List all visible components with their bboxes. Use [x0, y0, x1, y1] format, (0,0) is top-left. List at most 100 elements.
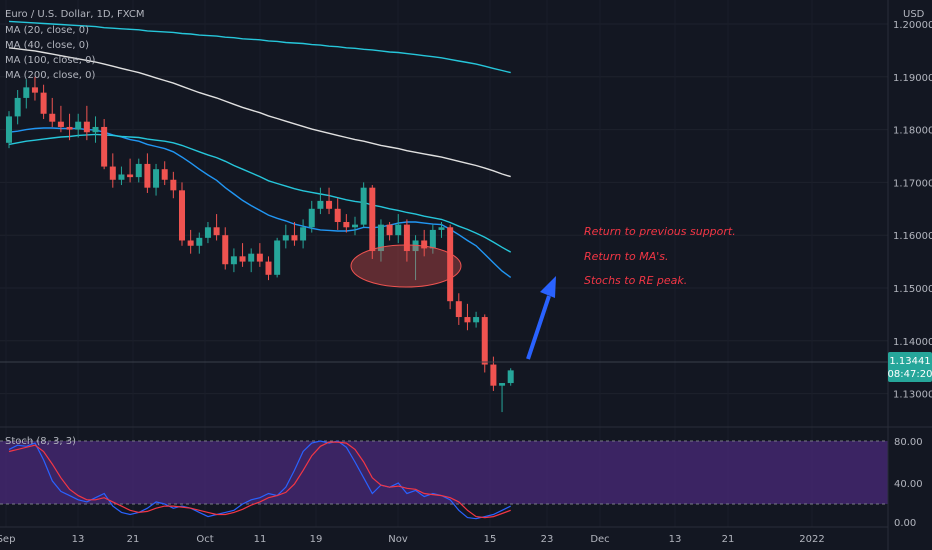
candle — [75, 113, 82, 138]
candle — [196, 232, 203, 254]
price-tick-label: 1.17000 — [893, 178, 932, 189]
indicator-ma20[interactable]: MA (20, close, 0) — [5, 25, 89, 36]
candle — [291, 222, 298, 246]
candle — [403, 219, 410, 262]
last-price-badge: 1.13441 08:47:20 — [888, 352, 932, 382]
candle — [274, 237, 281, 278]
candle — [57, 105, 64, 133]
candle — [265, 256, 272, 281]
candle-body — [135, 163, 142, 178]
candle — [118, 166, 125, 186]
candle-body — [490, 364, 497, 386]
time-tick-label: 21 — [722, 534, 735, 545]
candle — [92, 116, 99, 143]
candle-body — [101, 126, 108, 167]
time-tick-label: Oct — [196, 534, 213, 545]
candle-body — [334, 208, 341, 222]
candle-body — [317, 200, 324, 209]
candle — [369, 185, 376, 259]
candle-body — [481, 317, 488, 365]
time-tick-label: 13 — [669, 534, 682, 545]
candle-body — [230, 256, 237, 265]
candle — [386, 222, 393, 241]
candle-body — [92, 126, 99, 133]
candle-body — [153, 169, 160, 188]
time-axis[interactable]: Sep 13 21 Oct 11 19 Nov 15 23 Dec 13 21 2022 — [0, 534, 825, 545]
time-tick-label: 19 — [310, 534, 323, 545]
candle — [429, 224, 436, 254]
candle — [230, 248, 237, 273]
stoch-d-line — [8, 441, 511, 519]
time-tick-label: 21 — [127, 534, 140, 545]
candle-body — [23, 87, 30, 98]
candle — [135, 158, 142, 183]
candle — [187, 229, 194, 254]
candle — [438, 222, 445, 238]
candle — [360, 182, 367, 228]
candle-body — [83, 121, 90, 133]
candle-body — [179, 190, 185, 241]
up-arrow[interactable] — [526, 276, 556, 360]
candle — [213, 214, 220, 241]
candle-body — [386, 224, 393, 236]
last-price-value: 1.13441 — [889, 356, 930, 367]
candle — [248, 248, 255, 273]
ma100-line — [8, 47, 511, 178]
candle-body — [109, 166, 116, 180]
candle — [308, 200, 315, 233]
candle — [447, 224, 454, 310]
candle — [282, 224, 289, 249]
symbol-title: Euro / U.S. Dollar, 1D, FXCM — [5, 9, 144, 20]
candle-body — [248, 253, 255, 262]
main-grid — [0, 23, 888, 395]
candle-body — [66, 126, 73, 130]
candle-body — [170, 179, 177, 191]
annotation-1: Return to previous support. — [584, 225, 736, 238]
candle-body — [127, 174, 134, 178]
candle — [179, 182, 185, 246]
stoch-tick-label: 0.00 — [894, 518, 916, 529]
price-tick-label: 1.16000 — [893, 231, 932, 242]
candle-body — [161, 169, 168, 180]
indicator-ma200[interactable]: MA (200, close, 0) — [5, 70, 95, 81]
indicator-ma40[interactable]: MA (40, close, 0) — [5, 40, 89, 51]
candle-body — [455, 301, 462, 318]
candle-body — [187, 240, 194, 246]
annotation-3: Stochs to RE peak. — [584, 274, 687, 287]
candle — [222, 227, 229, 270]
candle-body — [57, 121, 64, 127]
stoch-title[interactable]: Stoch (8, 3, 3) — [5, 436, 76, 447]
stoch-lines — [8, 440, 511, 520]
stoch-tick-label: 40.00 — [894, 479, 923, 490]
candle-body — [239, 256, 246, 262]
time-tick-label: 13 — [72, 534, 85, 545]
candle — [455, 293, 462, 325]
candle-body — [291, 235, 298, 241]
candle — [31, 76, 38, 101]
currency-label[interactable]: USD — [903, 9, 925, 20]
price-tick-label: 1.19000 — [893, 73, 932, 84]
candle — [256, 243, 263, 267]
indicator-ma100[interactable]: MA (100, close, 0) — [5, 55, 95, 66]
candle — [395, 214, 402, 244]
candle-body — [369, 187, 376, 252]
candle — [66, 113, 73, 141]
highlight-ellipse[interactable] — [350, 244, 462, 288]
candle — [326, 187, 333, 215]
time-tick-label: Sep — [0, 534, 15, 545]
price-tick-label: 1.14000 — [893, 337, 932, 348]
candle-body — [196, 237, 203, 246]
candle-body — [507, 370, 514, 384]
ma200-line — [8, 20, 511, 74]
time-tick-label: 11 — [254, 534, 267, 545]
candle — [23, 79, 30, 109]
candle — [161, 161, 168, 186]
candle — [204, 222, 211, 244]
time-tick-label: 15 — [484, 534, 497, 545]
stoch-k-line — [8, 440, 511, 520]
candle-body — [300, 227, 307, 241]
price-ticks: 1.20000 1.19000 1.18000 1.17000 1.16000 1.150… — [893, 20, 932, 401]
candle — [377, 219, 384, 262]
